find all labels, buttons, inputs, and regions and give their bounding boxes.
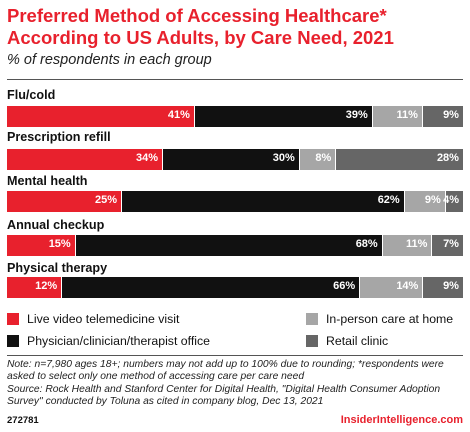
bar-segment-flu-cold-retail-clinic: 9% (421, 106, 463, 127)
data-label: 39% (345, 109, 368, 121)
data-label: 12% (35, 280, 58, 292)
legend-item-retail-clinic: Retail clinic (306, 334, 388, 348)
data-label: 62% (377, 194, 400, 206)
bar-segment-flu-cold-office: 39% (193, 106, 372, 127)
data-label: 41% (167, 109, 190, 121)
data-label: 30% (272, 152, 295, 164)
chart-subtitle: % of respondents in each group (7, 52, 212, 68)
bar-segment-mental-health-retail-clinic: 4% (443, 191, 463, 212)
legend-swatch-retail-clinic (306, 335, 318, 347)
legend-label-telemedicine: Live video telemedicine visit (27, 312, 180, 326)
legend: Live video telemedicine visit Physician/… (7, 310, 463, 354)
bar-segment-annual-checkup-retail-clinic: 7% (431, 235, 463, 256)
data-label: 9% (443, 109, 459, 121)
bar-row-physical-therapy: 12% 66% 14% 9% (7, 277, 463, 298)
data-label: 25% (94, 194, 117, 206)
bottom-divider (7, 355, 463, 356)
data-label: 11% (396, 109, 418, 121)
data-label: 9% (424, 194, 441, 206)
legend-item-office: Physician/clinician/therapist office (7, 334, 210, 348)
brand-logo-text: InsiderIntelligence.com (340, 414, 463, 426)
legend-item-telemedicine: Live video telemedicine visit (7, 312, 179, 326)
bar-segment-physical-therapy-retail-clinic: 9% (422, 277, 463, 298)
legend-item-home-care: In-person care at home (306, 312, 453, 326)
bar-segment-annual-checkup-home-care: 11% (381, 235, 432, 256)
bar-row-prescription-refill: 34% 30% 8% 28% (7, 149, 463, 170)
note-text: Note: n=7,980 ages 18+; numbers may not … (7, 359, 444, 383)
category-label-mental-health: Mental health (7, 174, 88, 188)
bar-segment-mental-health-office: 62% (121, 191, 404, 212)
chart-note: Note: n=7,980 ages 18+; numbers may not … (7, 359, 463, 409)
bar-segment-annual-checkup-telemedicine: 15% (7, 235, 75, 256)
legend-label-retail-clinic: Retail clinic (326, 334, 389, 348)
bar-row-annual-checkup: 15% 68% 11% 7% (7, 235, 463, 256)
legend-label-office: Physician/clinician/therapist office (27, 334, 210, 348)
data-label: 15% (48, 238, 71, 250)
category-label-annual-checkup: Annual checkup (7, 218, 105, 232)
category-label-flu-cold: Flu/cold (7, 88, 56, 102)
category-label-physical-therapy: Physical therapy (7, 261, 108, 275)
data-label: 34% (136, 152, 159, 164)
data-label: 66% (333, 280, 356, 292)
legend-label-home-care: In-person care at home (326, 312, 454, 326)
bar-segment-mental-health-telemedicine: 25% (7, 191, 121, 212)
top-divider (7, 79, 463, 80)
bar-row-flu-cold: 41% 39% 11% 9% (7, 106, 463, 127)
bar-segment-flu-cold-home-care: 11% (371, 106, 422, 127)
category-label-prescription-refill: Prescription refill (7, 130, 111, 144)
data-label: 9% (443, 280, 459, 292)
legend-swatch-telemedicine (7, 313, 19, 325)
legend-swatch-home-care (306, 313, 318, 325)
data-label: 8% (315, 152, 332, 164)
bar-segment-physical-therapy-telemedicine: 12% (7, 277, 62, 298)
bar-segment-flu-cold-telemedicine: 41% (7, 106, 194, 127)
bar-segment-prescription-refill-retail-clinic: 28% (335, 149, 463, 170)
data-label: 4% (443, 194, 459, 206)
data-label: 14% (396, 280, 419, 292)
data-label: 28% (436, 152, 459, 164)
bar-segment-prescription-refill-home-care: 8% (298, 149, 336, 170)
bar-segment-mental-health-home-care: 9% (403, 191, 445, 212)
source-text: Source: Rock Health and Stanford Center … (7, 383, 441, 408)
bar-segment-prescription-refill-office: 30% (162, 149, 299, 170)
bar-row-mental-health: 25% 62% 9% 4% (7, 191, 463, 212)
legend-swatch-office (7, 335, 19, 347)
data-label: 11% (405, 238, 428, 250)
chart-id: 272781 (7, 415, 39, 426)
bar-segment-physical-therapy-office: 66% (61, 277, 360, 298)
bar-segment-prescription-refill-telemedicine: 34% (7, 149, 163, 170)
data-label: 7% (443, 238, 459, 250)
chart-title: Preferred Method of Accessing Healthcare… (7, 5, 394, 48)
bar-segment-annual-checkup-office: 68% (74, 235, 382, 256)
data-label: 68% (355, 238, 378, 250)
bar-segment-physical-therapy-home-care: 14% (359, 277, 423, 298)
